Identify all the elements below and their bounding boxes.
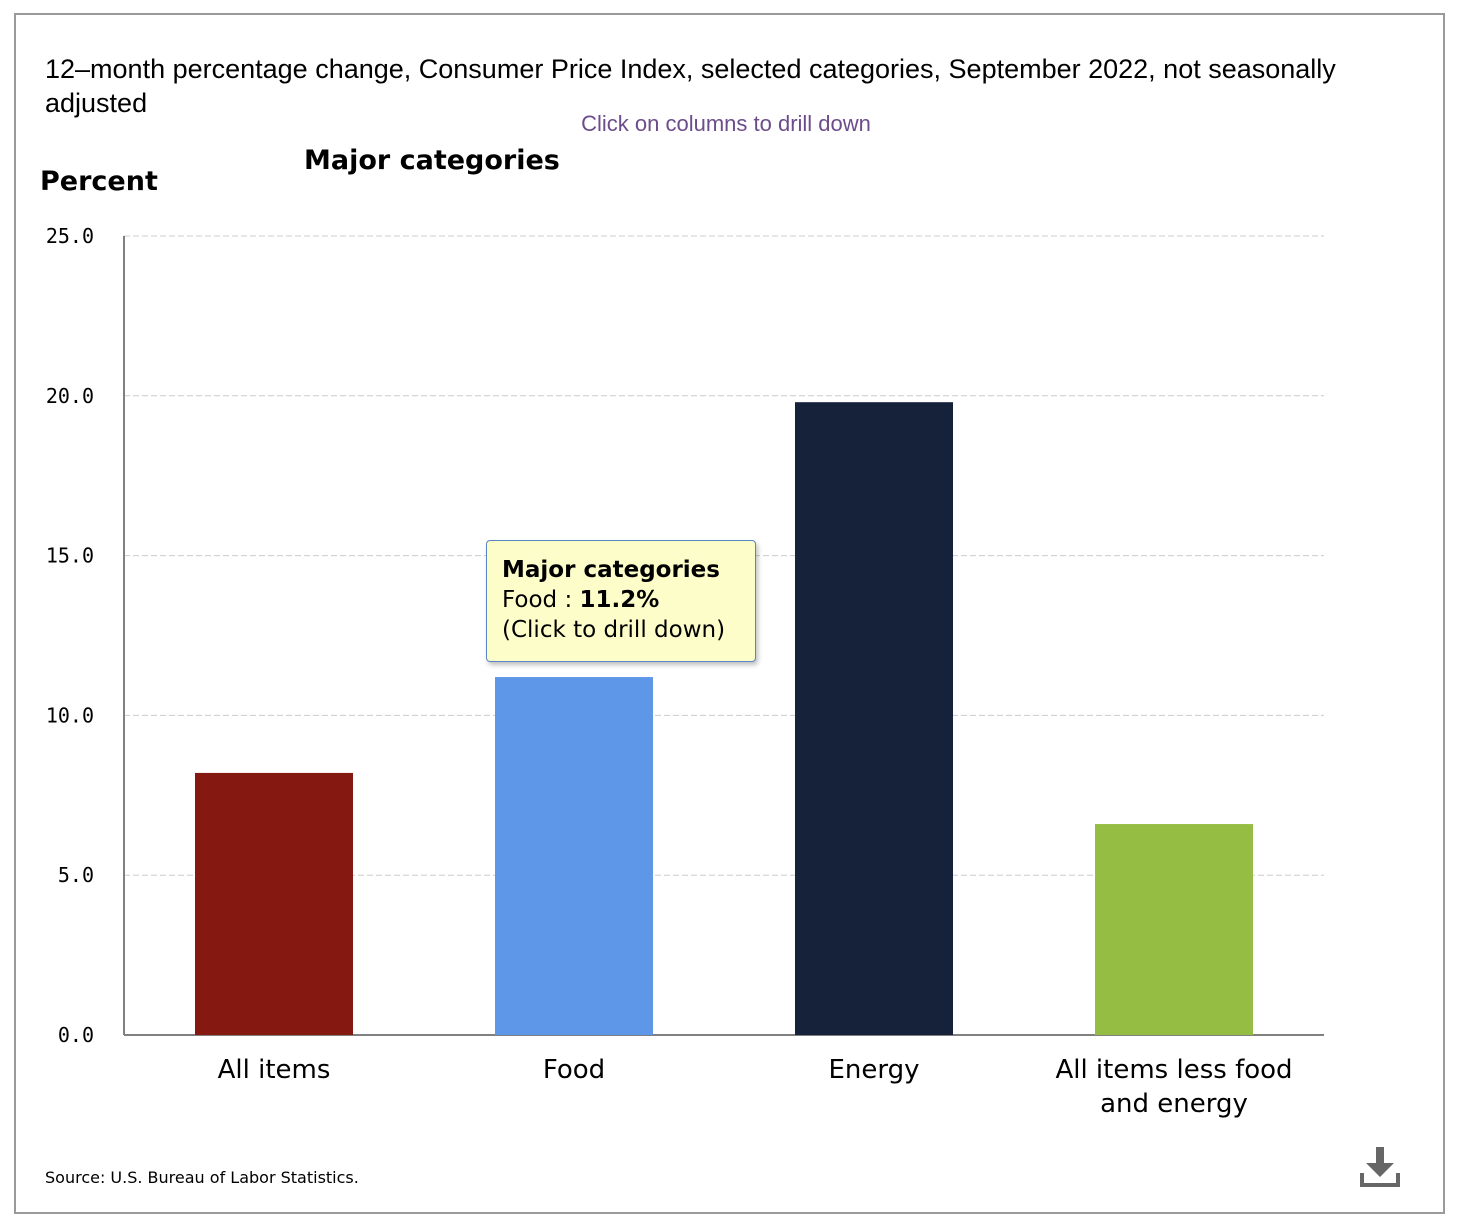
x-tick-label-line: All items less food — [1055, 1055, 1292, 1085]
tooltip: Major categories Food : 11.2% (Click to … — [486, 540, 756, 662]
bar[interactable] — [495, 677, 653, 1035]
source-note: Source: U.S. Bureau of Labor Statistics. — [45, 1168, 359, 1187]
chart-heading: Major categories — [304, 145, 560, 176]
tooltip-value-line: Food : 11.2% — [502, 585, 740, 615]
bar[interactable] — [1095, 824, 1253, 1035]
y-tick-label: 20.0 — [46, 384, 94, 408]
tooltip-hint: (Click to drill down) — [502, 617, 726, 643]
y-tick-label: 10.0 — [46, 703, 94, 727]
y-axis-label: Percent — [40, 166, 158, 197]
chart-title: 12–month percentage change, Consumer Pri… — [45, 54, 1336, 118]
tooltip-value: 11.2% — [579, 587, 660, 613]
tooltip-separator: : — [557, 587, 580, 613]
x-tick-label-line: Food — [543, 1055, 605, 1085]
tooltip-category: Food — [502, 587, 558, 613]
x-tick-label-line: and energy — [1100, 1089, 1248, 1119]
x-tick-label-line: Energy — [828, 1055, 919, 1085]
y-tick-label: 0.0 — [58, 1023, 94, 1047]
download-icon[interactable] — [1356, 1145, 1404, 1191]
download-icon-graphic — [1360, 1147, 1400, 1187]
x-tick-label: Food — [543, 1055, 605, 1085]
y-tick-label: 25.0 — [46, 224, 94, 248]
y-tick-label: 15.0 — [46, 544, 94, 568]
x-tick-label-line: All items — [218, 1055, 331, 1085]
x-tick-label: Energy — [828, 1055, 919, 1085]
drill-down-hint: Click on columns to drill down — [0, 111, 1452, 137]
x-tick-label: All items — [218, 1055, 331, 1085]
bar[interactable] — [795, 402, 953, 1035]
bar[interactable] — [195, 772, 353, 1035]
y-tick-label: 5.0 — [58, 863, 94, 887]
tooltip-title: Major categories — [502, 557, 720, 583]
x-tick-label: All items less food and energy — [1055, 1055, 1292, 1119]
drill-down-hint-text: Click on columns to drill down — [581, 111, 871, 136]
